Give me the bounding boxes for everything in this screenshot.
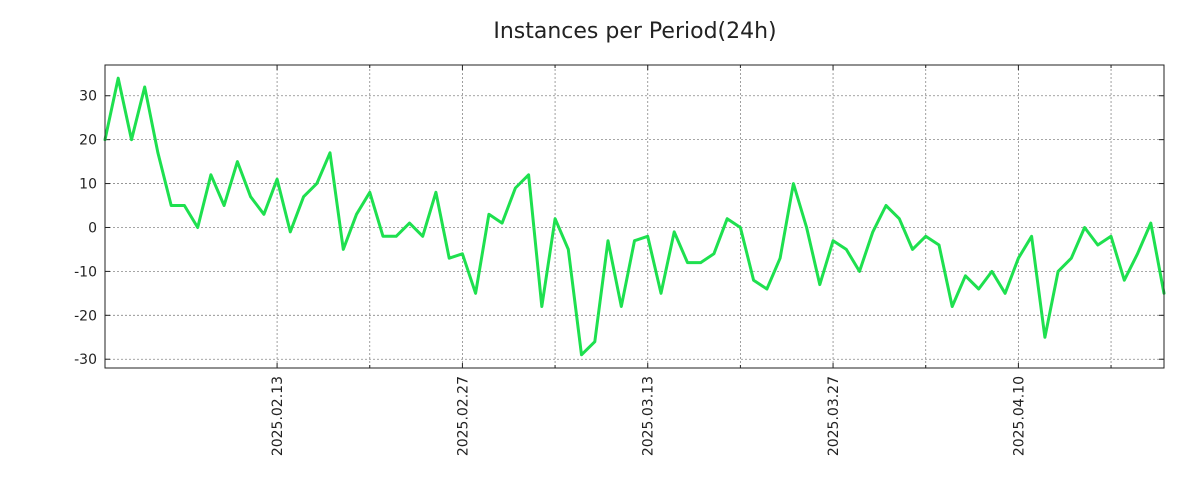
x-tick-label: 2025.03.13 [641, 376, 657, 456]
axis-ticks [105, 65, 1164, 368]
plot-frame [104, 64, 1165, 369]
series-layer [103, 76, 1166, 357]
x-tick-label: 2025.02.13 [270, 376, 286, 456]
y-tick-label: 10 [79, 177, 97, 193]
y-tick-label: 0 [88, 220, 97, 236]
y-tick-label: 30 [79, 89, 97, 105]
y-tick-label: -10 [74, 264, 97, 280]
series-line-instances [103, 76, 1166, 357]
x-tick-label: 2025.03.27 [826, 376, 842, 456]
y-tick-label: -30 [74, 352, 97, 368]
y-tick-label: -20 [74, 308, 97, 324]
x-tick-label: 2025.04.10 [1011, 376, 1027, 456]
x-tick-label: 2025.02.27 [455, 376, 471, 456]
chart-title: Instances per Period(24h) [493, 19, 776, 44]
tick-labels: -30 -20 -10 0 10 20 30 2025.02.13 2025.02.27 2025… [74, 89, 1027, 456]
y-tick-label: 20 [79, 133, 97, 149]
grid [105, 65, 1164, 368]
